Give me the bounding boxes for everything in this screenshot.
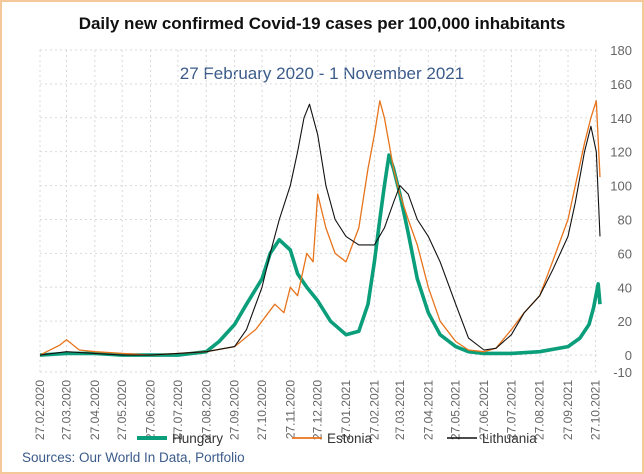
legend-label: Estonia xyxy=(327,431,373,446)
chart-title: Daily new confirmed Covid-19 cases per 1… xyxy=(78,14,566,33)
series-line-hungary xyxy=(39,153,602,357)
legend-label: Lithuania xyxy=(482,431,537,446)
x-tick-label: 27.08.2020 xyxy=(199,380,213,440)
x-tick-label: 27.07.2020 xyxy=(171,380,185,440)
y-tick-label: 80 xyxy=(618,212,632,227)
x-tick-label: 27.12.2020 xyxy=(311,380,325,440)
y-tick-label: 40 xyxy=(618,280,632,295)
x-tick-label: 27.10.2021 xyxy=(588,380,602,440)
y-tick-label: 100 xyxy=(610,179,632,194)
x-tick-label: 27.05.2020 xyxy=(115,380,129,440)
legend: Hungary Estonia Lithuania xyxy=(137,431,537,446)
x-tick-label: 27.07.2021 xyxy=(504,380,518,440)
x-tick-label: 27.06.2021 xyxy=(477,380,491,440)
x-tick-label: 27.03.2021 xyxy=(393,380,407,440)
x-tick-label: 27.04.2020 xyxy=(88,380,102,440)
legend-label: Hungary xyxy=(172,431,223,446)
x-tick-label: 27.08.2021 xyxy=(533,380,547,440)
x-tick-label: 27.03.2020 xyxy=(59,380,73,440)
y-tick-label: 140 xyxy=(610,111,632,126)
x-tick-label: 27.02.2020 xyxy=(33,380,47,440)
x-tick-label: 27.04.2021 xyxy=(421,380,435,440)
y-tick-label: 0 xyxy=(625,348,632,363)
x-tick-label: 27.09.2020 xyxy=(228,380,242,440)
x-tick-label: 27.09.2021 xyxy=(561,380,575,440)
x-tick-label: 27.11.2020 xyxy=(283,380,297,439)
x-tick-label: 27.01.2021 xyxy=(339,380,353,440)
series-lines xyxy=(39,100,602,357)
y-tick-label: 160 xyxy=(610,77,632,92)
y-tick-label: -10 xyxy=(613,365,632,380)
x-tick-label: 27.02.2021 xyxy=(367,380,381,440)
source-note: Sources: Our World In Data, Portfolio xyxy=(22,450,245,465)
x-tick-label: 27.05.2021 xyxy=(449,380,463,440)
chart-subtitle: 27 February 2020 - 1 November 2021 xyxy=(179,64,465,83)
x-tick-labels: 27.02.2020 27.03.2020 27.04.2020 27.05.2020… xyxy=(33,380,602,440)
y-tick-labels: -10 0 20 40 60 80 100 120 140 160 180 xyxy=(610,43,632,380)
x-tick-label: 27.10.2020 xyxy=(255,380,269,440)
series-line-estonia xyxy=(39,100,601,356)
gridlines xyxy=(39,49,600,373)
series-line-lithuania xyxy=(39,103,601,356)
y-tick-label: 60 xyxy=(618,246,632,261)
y-tick-label: 120 xyxy=(610,145,632,160)
y-tick-label: 180 xyxy=(610,43,632,58)
x-tick-label: 27.06.2020 xyxy=(144,380,158,440)
y-tick-label: 20 xyxy=(618,314,632,329)
